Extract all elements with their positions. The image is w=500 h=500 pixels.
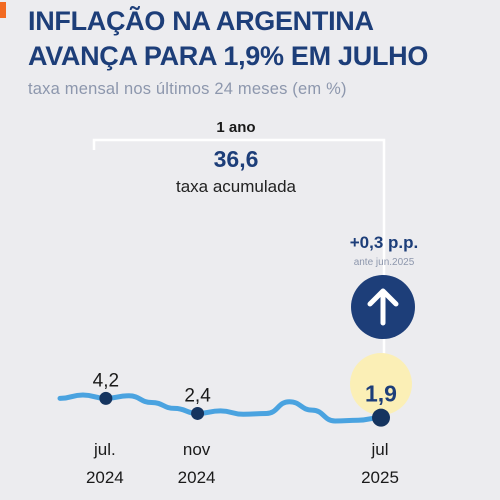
accumulated-value: 36,6 — [214, 146, 259, 172]
x-tick-label-year: 2024 — [178, 468, 216, 487]
chart-title: INFLAÇÃO NA ARGENTINA AVANÇA PARA 1,9% E… — [28, 4, 498, 74]
chart-subtitle: taxa mensal nos últimos 24 meses (em %) — [28, 80, 347, 98]
bracket-label: 1 ano — [216, 119, 255, 136]
accent-mark — [0, 2, 6, 18]
data-point — [372, 408, 390, 427]
data-point — [191, 406, 205, 420]
data-point-label: 1,9 — [365, 381, 397, 407]
x-tick-label-month: nov — [183, 440, 211, 459]
data-point-label: 2,4 — [184, 385, 211, 406]
latest-value-highlight — [350, 353, 412, 415]
accumulated-caption: taxa acumulada — [176, 177, 297, 196]
one-year-bracket — [92, 138, 386, 402]
inflation-series-line — [57, 392, 384, 424]
change-reference: ante jun.2025 — [354, 257, 415, 268]
change-value: +0,3 p.p. — [350, 233, 419, 252]
title-line-1: INFLAÇÃO NA ARGENTINA — [28, 6, 374, 36]
data-point-label: 4,2 — [93, 370, 119, 391]
arrow-up-icon — [367, 288, 399, 326]
data-point — [99, 391, 113, 405]
x-tick-label-month: jul. — [93, 440, 116, 459]
x-tick-label-year: 2024 — [86, 468, 124, 487]
title-line-2: AVANÇA PARA 1,9% EM JULHO — [28, 41, 429, 71]
x-tick-label-month: jul — [370, 440, 388, 459]
x-tick-label-year: 2025 — [361, 468, 399, 487]
